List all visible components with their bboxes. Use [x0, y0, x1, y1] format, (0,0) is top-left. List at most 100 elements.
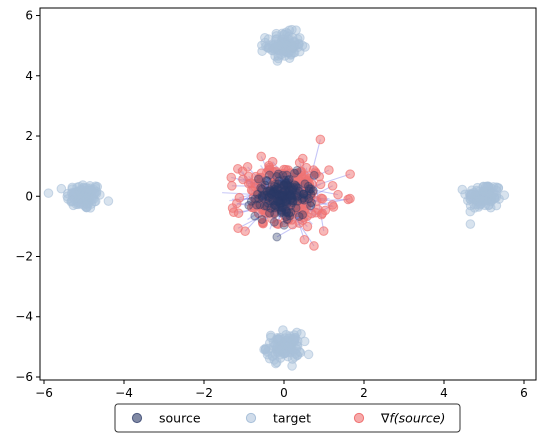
source-point — [262, 176, 272, 186]
source-point — [282, 170, 292, 180]
source-point — [265, 170, 275, 180]
source-point — [282, 189, 292, 199]
source-point — [281, 178, 291, 188]
source-point — [278, 203, 288, 213]
source-point — [277, 195, 287, 205]
source-point — [282, 199, 292, 209]
source-point — [268, 196, 278, 206]
gradient-point — [256, 151, 267, 162]
legend-box — [114, 403, 461, 433]
legend-source-label: source — [159, 411, 201, 426]
source-point — [302, 190, 312, 200]
target-points — [43, 24, 510, 371]
source-point — [277, 205, 287, 215]
source-point — [284, 208, 294, 218]
gradient-point — [301, 162, 312, 173]
source-point — [257, 192, 267, 202]
source-point — [282, 214, 292, 224]
source-point — [256, 183, 266, 193]
source-point — [294, 186, 304, 196]
source-point — [278, 197, 288, 207]
source-point — [261, 176, 271, 186]
source-point — [281, 178, 291, 188]
source-point — [277, 183, 287, 193]
source-point — [275, 196, 285, 206]
source-point — [280, 186, 290, 196]
y-tick-label: 0 — [25, 189, 33, 203]
gradient-point — [297, 153, 308, 164]
source-point — [257, 184, 267, 194]
gradient-point — [270, 191, 280, 202]
source-point — [270, 180, 280, 190]
y-tick-label: −4 — [15, 310, 33, 324]
legend-target-marker — [245, 412, 257, 424]
target-point — [292, 327, 302, 338]
target-point — [85, 203, 96, 213]
target-point — [494, 194, 504, 204]
y-axis: −6 −4 −2 0 2 4 6 — [15, 9, 40, 384]
source-point — [274, 190, 284, 200]
source-point — [283, 187, 293, 197]
target-point — [103, 196, 114, 206]
x-tick-label: −6 — [35, 386, 53, 400]
source-point — [270, 209, 280, 219]
source-point — [285, 182, 295, 192]
target-point — [273, 334, 283, 344]
source-point — [270, 184, 280, 194]
source-point — [287, 193, 297, 203]
source-point — [284, 185, 294, 195]
target-point — [270, 51, 280, 61]
source-point — [269, 181, 279, 191]
source-point — [276, 198, 286, 208]
gradient-point — [304, 197, 315, 208]
target-point — [81, 199, 92, 210]
source-point — [285, 186, 295, 196]
target-point — [457, 184, 468, 195]
source-point — [286, 201, 296, 211]
source-point — [278, 187, 288, 197]
target-point — [271, 28, 282, 39]
source-point — [284, 174, 294, 184]
source-point — [269, 217, 279, 227]
source-point — [291, 203, 301, 213]
source-point — [277, 203, 287, 213]
x-tick-label: 6 — [520, 386, 528, 400]
gradient-point — [292, 168, 302, 179]
target-point — [283, 341, 294, 351]
source-point — [260, 201, 270, 211]
source-point — [272, 232, 282, 242]
source-point — [266, 189, 276, 199]
gradient-point — [280, 201, 290, 212]
target-point — [303, 349, 314, 360]
source-points — [244, 165, 319, 242]
source-point — [262, 190, 272, 200]
target-point — [466, 189, 476, 200]
source-point — [281, 204, 291, 214]
source-point — [291, 190, 301, 200]
y-tick-label: 4 — [25, 69, 33, 83]
source-point — [270, 203, 280, 213]
source-point — [263, 192, 273, 202]
source-point — [279, 191, 289, 201]
gradient-point — [315, 179, 326, 190]
target-point — [43, 188, 54, 198]
source-point — [282, 190, 292, 200]
source-point — [286, 195, 296, 205]
gradient-point — [318, 226, 329, 236]
y-tick-label: 2 — [25, 129, 33, 143]
source-point — [279, 220, 289, 230]
gradient-point — [302, 221, 313, 232]
source-point — [264, 196, 274, 206]
source-point — [306, 184, 316, 194]
source-point — [246, 196, 256, 206]
source-point — [275, 198, 285, 208]
source-point — [273, 189, 283, 199]
source-point — [291, 182, 301, 192]
target-point — [269, 341, 279, 351]
source-point — [291, 181, 301, 191]
target-point — [56, 183, 67, 194]
source-point — [282, 195, 292, 205]
legend-target-label: target — [273, 411, 311, 426]
source-point — [276, 208, 286, 218]
